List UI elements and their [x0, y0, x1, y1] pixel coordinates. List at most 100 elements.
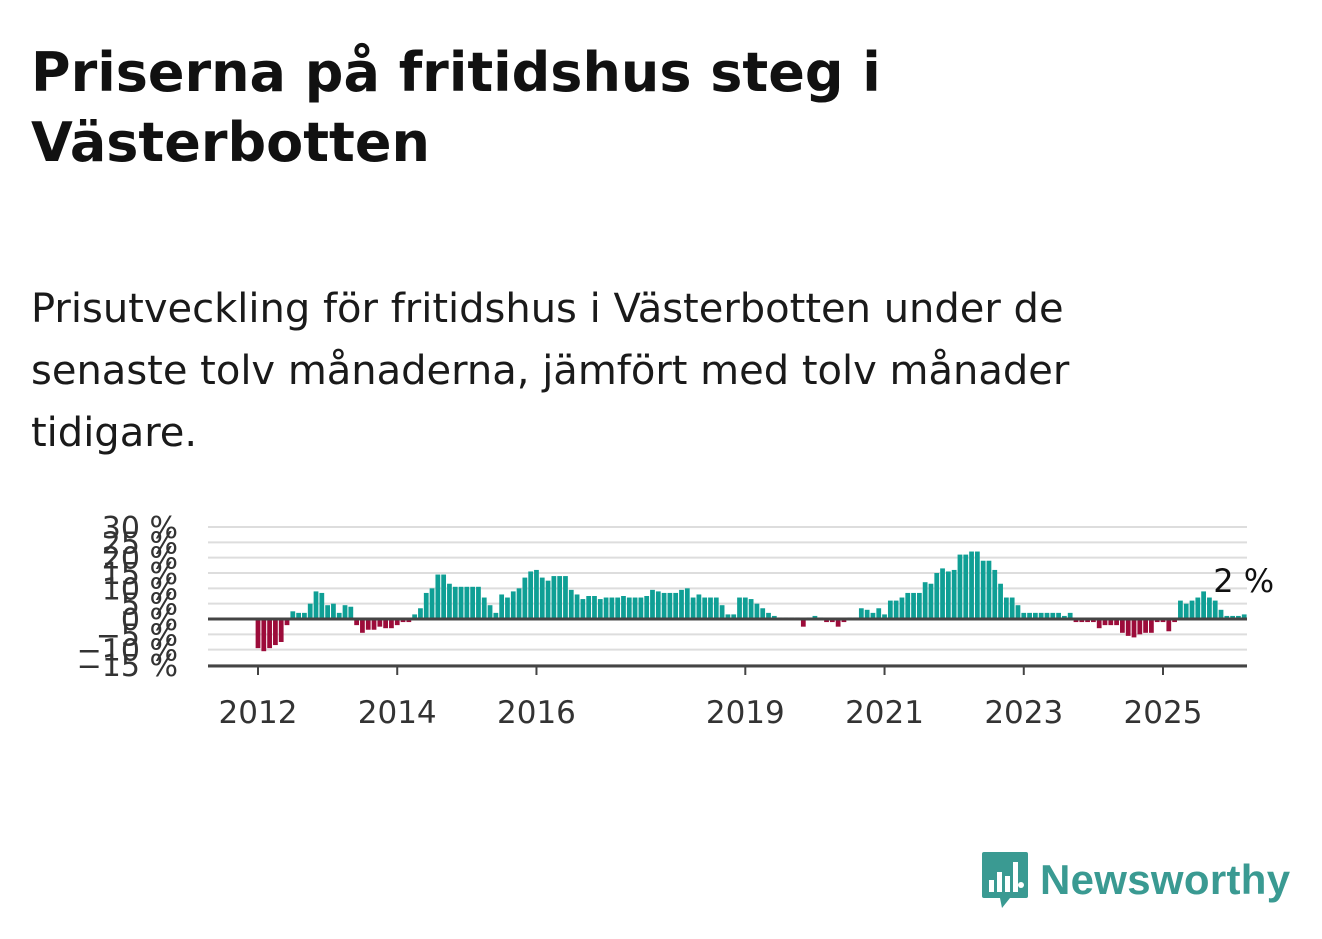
x-tick-label: 2023 [984, 695, 1063, 731]
bar [360, 619, 365, 633]
bar [1102, 619, 1108, 626]
bar [499, 594, 505, 619]
bar [835, 619, 841, 627]
bar [429, 588, 435, 619]
bar [597, 599, 603, 619]
bar [696, 594, 702, 619]
bar [487, 605, 493, 619]
bar [1125, 619, 1131, 636]
bar [307, 603, 313, 619]
bar [713, 597, 719, 619]
bar [1201, 591, 1206, 619]
brand-name: Newsworthy [1040, 856, 1291, 903]
bar [1172, 619, 1177, 623]
chart-title: Priserna på fritidshus steg i Västerbott… [31, 41, 881, 174]
bar [354, 619, 359, 626]
bar [505, 597, 510, 619]
bar [893, 600, 899, 619]
bar [435, 574, 441, 619]
bar [470, 586, 476, 619]
bar [742, 597, 748, 619]
bar [1230, 615, 1235, 619]
bar [969, 551, 974, 619]
y-tick-label: 20 % [102, 542, 178, 577]
bar [841, 619, 847, 623]
bar [557, 576, 563, 619]
bar [1056, 612, 1061, 619]
bar [1236, 615, 1241, 619]
bar [389, 619, 394, 629]
bar [934, 573, 940, 619]
bar [1149, 619, 1154, 633]
bar [812, 615, 818, 619]
bar [423, 592, 429, 619]
bar [986, 560, 992, 619]
bar [493, 612, 499, 619]
bar [766, 612, 771, 619]
y-tick-label: 0 % [121, 603, 178, 638]
bar [650, 589, 655, 619]
bar [771, 615, 777, 619]
y-tick-label: 15 % [102, 557, 178, 592]
bar [998, 583, 1003, 619]
bar [719, 605, 725, 619]
bar [621, 596, 626, 619]
bar [296, 612, 301, 619]
bar [1114, 619, 1119, 626]
bar [626, 597, 632, 619]
bar [510, 591, 516, 619]
bar [992, 569, 998, 619]
bar [603, 597, 609, 619]
y-tick-label: −15 % [77, 649, 178, 684]
bar [586, 596, 592, 619]
bar [1062, 615, 1067, 619]
bar-chart: 30 %25 %20 %15 %10 %5 %0 %−5 %−10 %−15 %… [77, 511, 1275, 731]
bar [748, 599, 754, 619]
bar [458, 586, 464, 619]
bar [563, 576, 568, 619]
bar [864, 609, 870, 619]
y-tick-label: 30 % [102, 511, 178, 546]
bar [255, 619, 261, 649]
bar [534, 569, 539, 619]
bar [731, 614, 737, 619]
bar [412, 614, 418, 619]
bar [957, 554, 963, 619]
bar [963, 554, 969, 619]
bar [1131, 619, 1137, 638]
bar [284, 619, 290, 626]
bar [655, 591, 661, 619]
bar [476, 586, 481, 619]
bar [418, 608, 423, 619]
bar [377, 619, 383, 627]
bar [383, 619, 389, 629]
bar [452, 586, 458, 619]
newsworthy-logo: Newsworthy [980, 848, 1290, 912]
bar [928, 583, 934, 619]
bar [945, 571, 951, 619]
bar [481, 597, 487, 619]
bar [980, 560, 986, 619]
bar [876, 608, 882, 619]
bar [400, 619, 406, 623]
bar [870, 612, 876, 619]
bar [336, 612, 342, 619]
bar [1073, 619, 1079, 623]
bar [1085, 619, 1090, 623]
bar [348, 606, 354, 619]
last-value-label: 2 % [1213, 562, 1274, 600]
x-tick-label: 2019 [706, 695, 785, 731]
bar [371, 619, 377, 630]
y-tick-label: −5 % [96, 618, 178, 653]
bar [1032, 612, 1038, 619]
bar [528, 571, 534, 619]
bar [1218, 609, 1224, 619]
chart-subtitle: Prisutveckling för fritidshus i Västerbo… [31, 286, 1070, 456]
bar [1015, 605, 1021, 619]
grid-lines [208, 526, 1247, 666]
bar [441, 574, 447, 619]
y-axis-ticks: 30 %25 %20 %15 %10 %5 %0 %−5 %−10 %−15 % [77, 511, 178, 684]
bar [539, 577, 545, 619]
bar [609, 597, 615, 619]
bar [899, 597, 905, 619]
